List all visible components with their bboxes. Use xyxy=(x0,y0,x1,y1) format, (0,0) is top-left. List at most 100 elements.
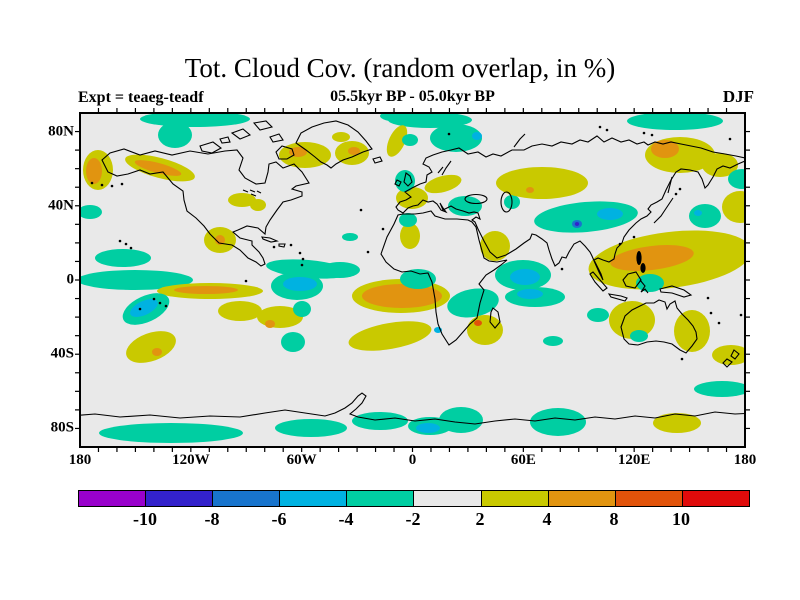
island-philippines xyxy=(640,263,646,273)
island-dot xyxy=(90,181,94,185)
coastline-path xyxy=(653,197,674,224)
island-dots xyxy=(90,125,743,361)
colorbar-tick-label: -2 xyxy=(405,509,421,529)
colorbar-segment-3 xyxy=(279,491,347,506)
coastline-path xyxy=(372,156,383,164)
anomaly-region xyxy=(653,413,701,433)
anomaly-region xyxy=(400,223,420,249)
island-dot xyxy=(674,192,678,196)
island-dot xyxy=(289,243,293,247)
colorbar-tick-label: 10 xyxy=(672,509,690,529)
anomaly-region xyxy=(627,113,723,130)
anomaly-region xyxy=(430,124,482,152)
coastline-path xyxy=(278,243,286,248)
anomaly-region xyxy=(416,423,440,433)
coastline-path xyxy=(394,179,402,187)
lat-axis-label: 40N xyxy=(48,197,74,214)
colorbar-segment-6 xyxy=(480,491,548,506)
anomaly-region xyxy=(342,233,358,241)
colorbar-tick-label: 2 xyxy=(475,509,485,529)
island-dot xyxy=(100,183,104,187)
coastline-path xyxy=(722,358,733,368)
anomaly-region xyxy=(400,269,436,289)
anomaly-region xyxy=(480,231,510,261)
island-dot xyxy=(298,251,302,255)
coastline-path xyxy=(589,271,608,292)
anomaly-region xyxy=(380,113,420,122)
colorbar-segment-0 xyxy=(79,491,146,506)
lon-axis-label: 180 xyxy=(733,452,757,468)
coastline-path xyxy=(230,128,252,140)
anomaly-region xyxy=(674,310,710,352)
lat-axis-label: 80S xyxy=(50,419,74,436)
coastline-path xyxy=(464,193,488,205)
island-dot xyxy=(359,208,363,212)
colorbar xyxy=(78,490,750,507)
anomaly-region xyxy=(530,408,586,436)
anomaly-region xyxy=(362,284,442,308)
coastline-path xyxy=(80,392,745,425)
colorbar-tick-label: -6 xyxy=(271,509,287,529)
anomaly-region xyxy=(293,301,311,317)
lat-axis-label: 40S xyxy=(50,345,74,362)
island-dot xyxy=(728,137,732,141)
island-dot xyxy=(717,321,721,325)
anomaly-region xyxy=(526,187,534,193)
colorbar-tick-label: -4 xyxy=(338,509,354,529)
anomaly-region xyxy=(86,158,102,184)
anomaly-region xyxy=(152,348,162,356)
coastline-path xyxy=(667,176,673,194)
anomaly-region xyxy=(651,140,679,158)
island-dot xyxy=(706,296,710,300)
anomaly-region xyxy=(467,315,503,345)
anomaly-region xyxy=(424,174,462,194)
page-title: Tot. Cloud Cov. (random overlap, in %) xyxy=(184,53,616,83)
anomaly-region xyxy=(722,191,745,223)
island-dot xyxy=(110,184,114,188)
coastline-path xyxy=(101,148,310,267)
anomaly-region xyxy=(689,204,721,228)
island-dot xyxy=(244,279,248,283)
colorbar-segment-4 xyxy=(346,491,414,506)
anomaly-region xyxy=(348,321,432,351)
anomaly-region xyxy=(587,308,609,322)
coastline-path xyxy=(395,135,745,281)
colorbar-tick-label: 8 xyxy=(609,509,619,529)
anomaly-region xyxy=(597,208,623,220)
lon-axis-label: 180 xyxy=(68,452,92,468)
anomaly-region xyxy=(386,125,408,157)
island-dot xyxy=(650,133,654,137)
colorbar-segment-2 xyxy=(212,491,280,506)
coastline-path xyxy=(620,299,698,354)
anomaly-region xyxy=(694,381,745,397)
island-dot xyxy=(680,357,684,361)
anomaly-region xyxy=(134,160,182,176)
island-dot xyxy=(605,128,609,132)
anomaly-region xyxy=(447,288,499,318)
anomaly-region xyxy=(348,147,360,155)
anomaly-region xyxy=(265,320,275,328)
anomaly-region xyxy=(80,270,193,290)
island-dot xyxy=(366,250,370,254)
island-dot xyxy=(152,297,156,301)
anomaly-region xyxy=(510,269,540,285)
coastline-path xyxy=(622,271,642,289)
island-philippines xyxy=(636,251,642,265)
coastline-path xyxy=(500,191,513,213)
anomaly-region xyxy=(250,199,266,211)
anomaly-region xyxy=(399,213,417,227)
anomaly-region xyxy=(352,412,408,430)
anomaly-region xyxy=(130,299,158,317)
anomaly-region xyxy=(99,423,243,443)
anomaly-region xyxy=(472,132,482,140)
colorbar-segment-1 xyxy=(145,491,213,506)
island-dot xyxy=(158,301,162,305)
coastline-path xyxy=(437,166,444,174)
map-frame xyxy=(79,112,746,448)
anomaly-region xyxy=(636,274,664,292)
coastline-path xyxy=(513,133,526,148)
coastlines xyxy=(80,120,745,425)
coastline-path xyxy=(380,210,508,346)
coastline-path xyxy=(607,293,628,302)
